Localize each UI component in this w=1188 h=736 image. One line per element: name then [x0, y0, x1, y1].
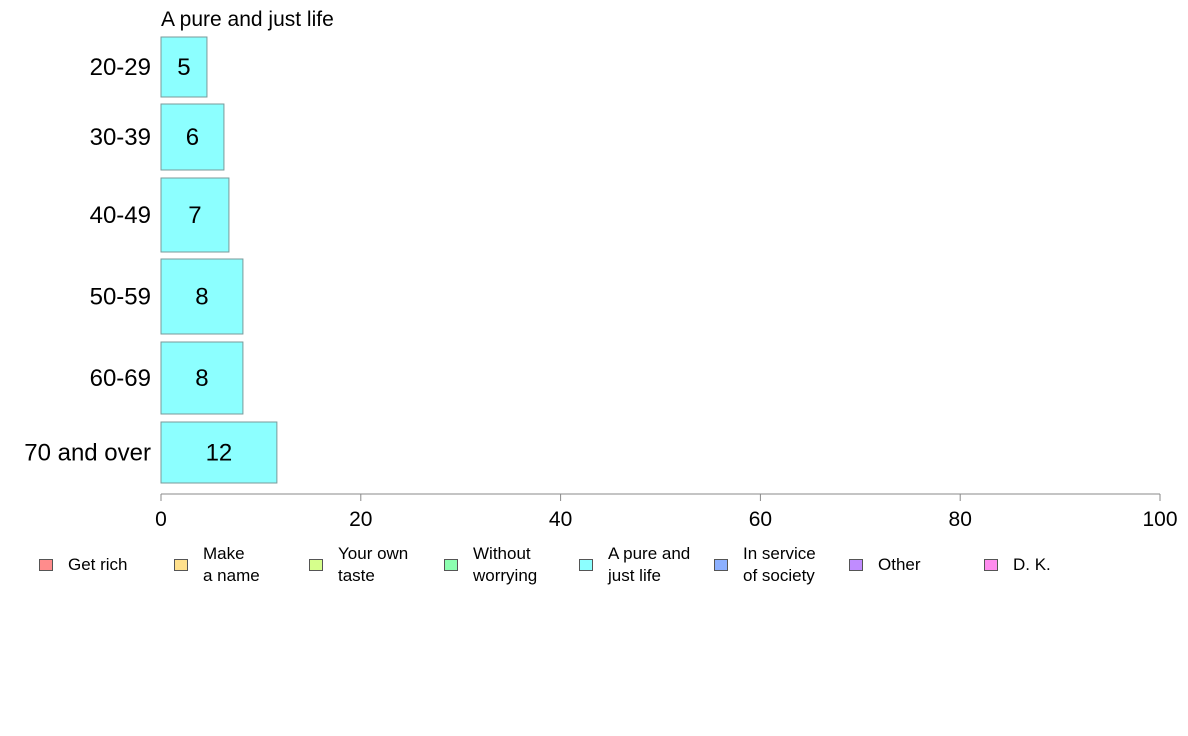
legend-item: D. K. [984, 540, 1051, 590]
category-label: 50-59 [90, 284, 151, 311]
legend-label: Your own taste [338, 544, 409, 585]
category-labels: 20-29 30-39 40-49 50-59 60-69 70 and over [24, 54, 151, 467]
legend-swatch [309, 559, 323, 571]
bar-value-label: 6 [186, 124, 199, 151]
bar-value-label: 8 [195, 365, 208, 392]
legend-swatch [579, 559, 593, 571]
legend-item: Other [849, 540, 921, 590]
category-label: 20-29 [90, 54, 151, 81]
bars-group: 5 6 7 8 8 12 [160, 36, 278, 484]
x-tick-label: 60 [749, 508, 772, 531]
chart-title: A pure and just life [161, 8, 334, 31]
bar-40-49 [160, 177, 230, 253]
legend-label: Get rich [68, 555, 128, 574]
category-label: 40-49 [90, 202, 151, 229]
bar-chart: A pure and just life 5 6 7 8 8 12 20-29 30-39 4… [24, 8, 1178, 531]
x-tick-label: 100 [1142, 508, 1177, 531]
legend-swatch [984, 559, 998, 571]
legend-label: Without worrying [473, 544, 538, 585]
legend-label: D. K. [1013, 555, 1051, 574]
x-tick-label: 40 [549, 508, 572, 531]
category-label: 70 and over [24, 440, 151, 467]
legend-item: In service of society [714, 540, 816, 590]
bar-value-label: 12 [206, 440, 233, 467]
legend-swatch [174, 559, 188, 571]
x-tick-label: 20 [349, 508, 372, 531]
bar-value-label: 5 [177, 54, 190, 81]
category-label: 30-39 [90, 124, 151, 151]
legend-label: Other [878, 555, 921, 574]
legend-swatch [849, 559, 863, 571]
bar-50-59 [160, 258, 244, 335]
legend-label: In service of society [743, 544, 816, 585]
legend-swatch [39, 559, 53, 571]
bar-70-and-over [160, 421, 278, 484]
legend-label: Make a name [203, 544, 260, 585]
legend-item: A pure and just life [579, 540, 690, 590]
bar-60-69 [160, 341, 244, 415]
bar-20-29 [160, 36, 208, 98]
legend: Get rich Make a name Your own taste Without… [0, 540, 1188, 600]
x-axis: 0 20 40 60 80 100 [155, 493, 1178, 531]
x-tick-label: 80 [949, 508, 972, 531]
legend-label: A pure and just life [608, 544, 691, 585]
x-tick-label: 0 [155, 508, 167, 531]
legend-item: Make a name [174, 540, 260, 590]
legend-swatch [714, 559, 728, 571]
bar-value-label: 8 [195, 284, 208, 311]
legend-item: Your own taste [309, 540, 408, 590]
category-label: 60-69 [90, 365, 151, 392]
legend-swatch [444, 559, 458, 571]
bar-value-label: 7 [188, 202, 201, 229]
legend-item: Without worrying [444, 540, 537, 590]
legend-item: Get rich [39, 540, 128, 590]
bar-30-39 [160, 103, 225, 171]
